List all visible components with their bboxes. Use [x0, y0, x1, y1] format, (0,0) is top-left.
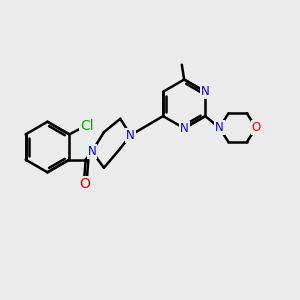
Text: N: N: [88, 145, 96, 158]
Text: N: N: [201, 85, 210, 98]
Text: N: N: [180, 122, 189, 135]
Text: O: O: [251, 121, 261, 134]
Text: N: N: [126, 129, 135, 142]
Text: N: N: [215, 121, 224, 134]
Text: Cl: Cl: [80, 119, 94, 134]
Text: O: O: [79, 177, 90, 191]
